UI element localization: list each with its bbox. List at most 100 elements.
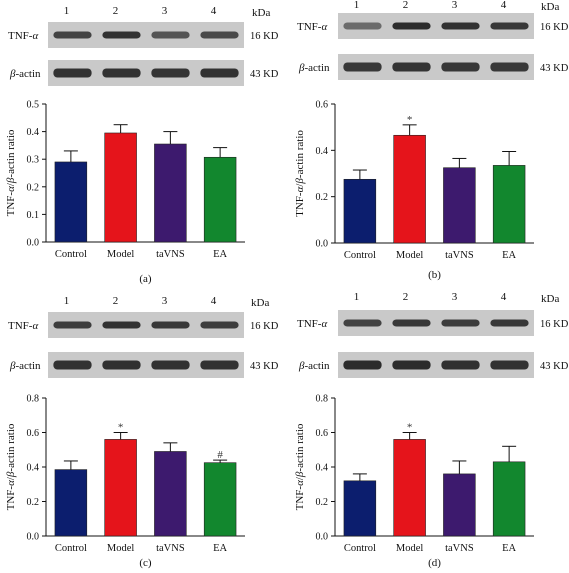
blot-protein-label: β-actin xyxy=(9,68,41,80)
blot-protein-label: β-actin xyxy=(298,62,330,74)
lane-number: 4 xyxy=(501,291,507,303)
blot-band xyxy=(441,360,480,370)
blot-size-label: 16 KD xyxy=(540,22,569,33)
lane-number: 3 xyxy=(452,291,458,303)
blot-band xyxy=(343,62,382,72)
blot-band xyxy=(53,321,92,329)
kda-label: kDa xyxy=(541,293,559,305)
y-tick-label: 0.6 xyxy=(316,428,329,439)
bar xyxy=(343,480,377,537)
panel-0: 1 2 3 4 kDa TNF-α 16 KD β-actin 43 KD 0.0 0.1 0.2 0.… xyxy=(5,5,279,285)
kda-label: kDa xyxy=(252,7,270,19)
panel-label: (b) xyxy=(428,269,441,281)
blot-protein-label: β-actin xyxy=(298,360,330,372)
x-tick-label: taVNS xyxy=(445,543,474,554)
y-axis-label: TNF-α/β-actin ratio xyxy=(294,130,306,217)
blot-band xyxy=(343,22,382,30)
blot-band xyxy=(151,321,190,329)
bar xyxy=(492,165,526,244)
x-tick-label: Model xyxy=(396,543,423,554)
blot-band xyxy=(102,321,141,329)
y-axis-label: TNF-α/β-actin ratio xyxy=(5,129,17,216)
lane-number: 1 xyxy=(64,5,70,17)
blot-size-label: 16 KD xyxy=(250,321,279,332)
lane-number: 1 xyxy=(354,0,360,11)
significance-mark: * xyxy=(118,422,124,434)
x-tick-label: Model xyxy=(107,249,134,260)
lane-number: 3 xyxy=(452,0,458,11)
significance-mark: # xyxy=(217,449,223,461)
blot-band xyxy=(392,62,431,72)
blot-band xyxy=(53,360,92,370)
bar xyxy=(104,132,137,243)
lane-number: 4 xyxy=(211,295,217,307)
y-tick-label: 0.0 xyxy=(316,239,329,250)
blot-band xyxy=(490,319,529,327)
blot-band xyxy=(392,360,431,370)
y-tick-label: 0.2 xyxy=(316,192,329,203)
y-tick-label: 0.8 xyxy=(316,394,329,405)
blot-band xyxy=(392,319,431,327)
blot-protein-label: TNF-α xyxy=(297,21,327,33)
bar xyxy=(443,167,476,244)
blot-size-label: 43 KD xyxy=(540,63,569,74)
y-tick-label: 0.6 xyxy=(316,100,329,111)
blot-band xyxy=(343,319,382,327)
blot-protein-label: β-actin xyxy=(9,360,41,372)
lane-number: 2 xyxy=(403,291,409,303)
x-tick-label: Control xyxy=(344,543,376,554)
y-axis-label: TNF-α/β-actin ratio xyxy=(5,423,17,510)
blot-band xyxy=(441,319,480,327)
blot-band xyxy=(151,360,190,370)
blot-band xyxy=(53,68,92,78)
kda-label: kDa xyxy=(541,1,559,13)
blot-band xyxy=(200,360,239,370)
x-tick-label: Control xyxy=(55,249,87,260)
x-tick-label: taVNS xyxy=(156,543,185,554)
blot-band xyxy=(102,68,141,78)
blot-band xyxy=(200,68,239,78)
blot-band xyxy=(441,62,480,72)
blot-band xyxy=(441,22,480,30)
y-axis-label: TNF-α/β-actin ratio xyxy=(294,423,306,510)
y-tick-label: 0.1 xyxy=(27,210,40,221)
x-tick-label: Control xyxy=(344,250,376,261)
blot-protein-label: TNF-α xyxy=(297,318,327,330)
blot-band xyxy=(53,31,92,39)
y-tick-label: 0.5 xyxy=(27,100,40,111)
panel-1: 1 2 3 4 kDa TNF-α 16 KD β-actin 43 KD 0.0 0.2 0.4 0.… xyxy=(294,0,569,281)
blot-band xyxy=(151,31,190,39)
panel-label: (d) xyxy=(428,557,441,569)
blot-size-label: 43 KD xyxy=(250,69,279,80)
lane-number: 1 xyxy=(64,295,70,307)
x-tick-label: EA xyxy=(213,543,227,554)
y-tick-label: 0.4 xyxy=(316,146,329,157)
significance-mark: * xyxy=(407,422,413,434)
blot-band xyxy=(490,22,529,30)
panel-label: (a) xyxy=(139,273,152,285)
y-tick-label: 0.2 xyxy=(27,182,40,193)
y-tick-label: 0.0 xyxy=(316,532,329,543)
blot-band xyxy=(151,68,190,78)
blot-protein-label: TNF-α xyxy=(8,30,38,42)
blot-size-label: 43 KD xyxy=(250,361,279,372)
blot-protein-label: TNF-α xyxy=(8,320,38,332)
bar xyxy=(443,473,476,537)
bar xyxy=(343,178,377,244)
blot-size-label: 16 KD xyxy=(540,319,569,330)
y-tick-label: 0.4 xyxy=(27,463,40,474)
y-tick-label: 0.6 xyxy=(27,428,40,439)
bar xyxy=(54,469,88,537)
blot-band xyxy=(102,31,141,39)
blot-band xyxy=(490,360,529,370)
x-tick-label: Control xyxy=(55,543,87,554)
x-tick-label: EA xyxy=(502,250,516,261)
lane-number: 2 xyxy=(113,5,119,17)
panel-label: (c) xyxy=(139,557,152,569)
panel-3: 1 2 3 4 kDa TNF-α 16 KD β-actin 43 KD 0.0 0.2 0.4 0.… xyxy=(294,291,569,569)
x-tick-label: taVNS xyxy=(156,249,185,260)
panel-2: 1 2 3 4 kDa TNF-α 16 KD β-actin 43 KD 0.0 0.2 0.4 0.… xyxy=(5,295,279,569)
bar xyxy=(203,156,237,243)
y-tick-label: 0.3 xyxy=(27,155,40,166)
